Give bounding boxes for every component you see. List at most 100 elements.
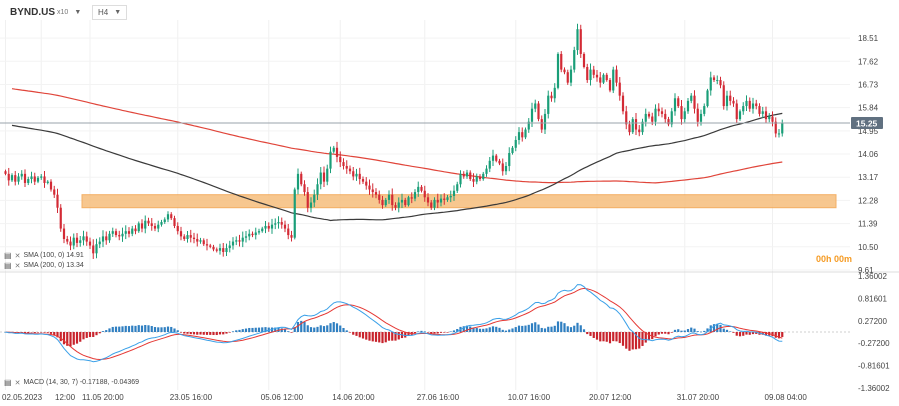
macd-histogram-bar bbox=[732, 332, 735, 333]
candle bbox=[462, 173, 465, 177]
candle bbox=[56, 194, 59, 208]
macd-histogram-bar bbox=[686, 329, 690, 332]
close-icon[interactable]: ✕ bbox=[14, 379, 21, 387]
candle bbox=[254, 232, 257, 236]
macd-histogram-bar bbox=[755, 332, 758, 334]
candle bbox=[621, 95, 625, 112]
macd-histogram-bar bbox=[664, 332, 667, 334]
settings-icon[interactable]: ▤ bbox=[4, 251, 12, 260]
close-icon[interactable]: ✕ bbox=[14, 252, 21, 260]
macd-histogram-bar bbox=[352, 332, 355, 335]
candle bbox=[651, 116, 654, 122]
time-axis: 02.05.2023 12:00 11.05 20:00 23.05 16:00 05.… bbox=[2, 393, 807, 402]
macd-histogram-bar bbox=[654, 332, 657, 337]
macd-histogram-bar bbox=[524, 325, 527, 332]
candle bbox=[79, 240, 82, 243]
candle bbox=[612, 69, 615, 91]
candle bbox=[735, 103, 738, 120]
candle bbox=[491, 155, 495, 161]
macd-histogram-bar bbox=[644, 332, 647, 343]
candle bbox=[20, 173, 23, 177]
candle bbox=[228, 245, 231, 249]
macd-histogram-bar bbox=[179, 332, 183, 333]
candle bbox=[215, 249, 218, 251]
candle bbox=[628, 124, 631, 133]
macd-histogram-bar bbox=[358, 332, 361, 338]
macd-histogram-bar bbox=[488, 327, 491, 332]
candle bbox=[524, 129, 527, 138]
macd-histogram-bar bbox=[170, 326, 173, 332]
candle bbox=[14, 175, 17, 182]
candle bbox=[69, 241, 72, 246]
macd-histogram-bar bbox=[417, 331, 420, 333]
legend-macd-label: MACD (14, 30, 7) -0.17188, -0.04369 bbox=[23, 379, 140, 386]
candle bbox=[407, 197, 410, 206]
macd-histogram-bar bbox=[534, 322, 537, 332]
macd-histogram-bar bbox=[368, 332, 371, 341]
macd-axis-tick-label: -1.36002 bbox=[858, 384, 890, 393]
candle bbox=[391, 194, 394, 206]
candle bbox=[166, 214, 170, 220]
macd-histogram-bar bbox=[569, 327, 573, 332]
macd-histogram-bar bbox=[764, 332, 768, 336]
candle bbox=[88, 241, 92, 246]
candle bbox=[777, 133, 781, 135]
candle bbox=[137, 223, 140, 232]
candle bbox=[712, 77, 716, 81]
close-icon[interactable]: ✕ bbox=[14, 262, 21, 270]
candle bbox=[683, 111, 686, 120]
macd-histogram-bar bbox=[407, 332, 410, 336]
legend-sma100[interactable]: ▤ ✕ SMA (100, 0) 14.91 bbox=[4, 251, 84, 260]
settings-icon[interactable]: ▤ bbox=[4, 261, 12, 270]
macd-histogram-bar bbox=[498, 327, 501, 332]
macd-histogram-bar bbox=[283, 329, 287, 332]
candle bbox=[306, 192, 309, 208]
candle bbox=[465, 172, 469, 177]
candle bbox=[62, 228, 66, 239]
macd-histogram-bar bbox=[703, 330, 706, 332]
candle bbox=[355, 173, 358, 177]
macd-histogram-bar bbox=[456, 329, 459, 332]
settings-icon[interactable]: ▤ bbox=[4, 378, 12, 387]
candle bbox=[378, 194, 381, 200]
candle bbox=[339, 156, 342, 163]
macd-histogram-bar bbox=[82, 332, 85, 340]
macd-histogram-bar bbox=[465, 325, 469, 332]
candle bbox=[365, 181, 368, 186]
macd-axis-tick-label: 0.27200 bbox=[858, 317, 887, 326]
candle bbox=[576, 29, 579, 51]
candle bbox=[764, 111, 768, 120]
macd-histogram-bar bbox=[706, 328, 709, 332]
macd-histogram-bar bbox=[618, 332, 621, 344]
candle bbox=[566, 72, 569, 83]
candle bbox=[449, 195, 452, 198]
macd-histogram-bar bbox=[274, 327, 277, 332]
timeframe-selector[interactable]: H4 ▼ bbox=[92, 5, 128, 20]
candle bbox=[397, 202, 400, 208]
macd-histogram-bar bbox=[605, 332, 608, 342]
macd-histogram-bar bbox=[127, 326, 131, 332]
candle bbox=[342, 162, 345, 167]
price-axis-tick-label: 15.84 bbox=[858, 104, 879, 113]
candle bbox=[638, 129, 641, 133]
candle bbox=[404, 199, 407, 206]
macd-histogram-bar bbox=[231, 331, 235, 332]
candle bbox=[218, 248, 222, 251]
macd-histogram-bar bbox=[329, 323, 332, 332]
candle bbox=[244, 236, 248, 238]
candle bbox=[222, 248, 225, 253]
candle bbox=[173, 218, 176, 226]
candle bbox=[488, 160, 491, 169]
macd-histogram-bar bbox=[391, 332, 394, 341]
candle bbox=[755, 103, 758, 107]
symbol-selector[interactable]: BYND.US x10 ▼ bbox=[10, 4, 81, 20]
candle bbox=[436, 199, 439, 203]
legend-sma200[interactable]: ▤ ✕ SMA (200, 0) 13.34 bbox=[4, 261, 84, 270]
macd-histogram-bar bbox=[537, 324, 540, 332]
support-zone bbox=[81, 194, 837, 209]
time-axis-tick-label: 31.07 20:00 bbox=[677, 393, 720, 402]
candle bbox=[495, 155, 498, 161]
macd-axis-tick-label: -0.27200 bbox=[858, 339, 890, 348]
candle bbox=[400, 199, 404, 203]
legend-macd[interactable]: ▤ ✕ MACD (14, 30, 7) -0.17188, -0.04369 bbox=[4, 378, 139, 387]
